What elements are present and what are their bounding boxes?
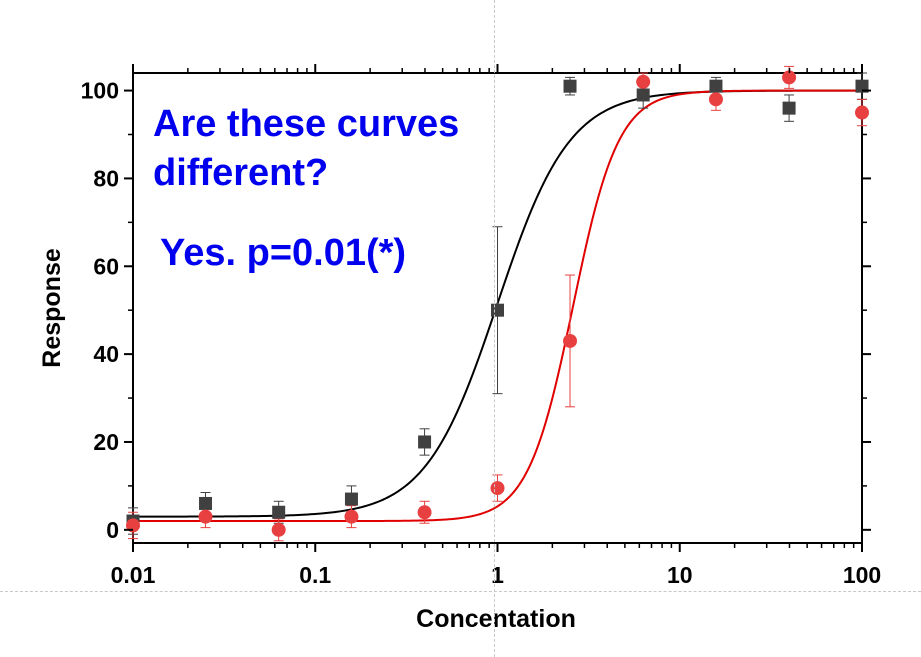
data-point-circle xyxy=(344,509,359,524)
fit-curve-series-2 xyxy=(133,89,862,523)
data-point-circle xyxy=(855,105,869,120)
annotation-answer: Yes. p=0.01(*) xyxy=(160,232,406,274)
annotation-question-line1: Are these curves xyxy=(153,103,459,145)
y-tick-label: 40 xyxy=(93,341,119,367)
y-tick-label: 100 xyxy=(81,78,119,104)
data-point-circle xyxy=(563,333,578,348)
axis-ticks: 0.01 0.1 1 10 100 0 20 40 60 80 100 xyxy=(81,64,881,588)
y-tick-label: 0 xyxy=(106,517,119,543)
data-point-square xyxy=(855,79,869,93)
x-axis-label: Concentation xyxy=(416,605,576,633)
data-point-square xyxy=(418,435,432,449)
data-point-square xyxy=(491,303,504,317)
x-tick-label: 1 xyxy=(491,562,504,588)
x-tick-label: 100 xyxy=(843,562,881,588)
data-point-circle xyxy=(271,522,286,537)
x-tick-label: 0.01 xyxy=(111,562,156,588)
data-point-circle xyxy=(708,92,723,107)
y-axis-label: Response xyxy=(38,248,66,368)
data-point-square xyxy=(636,88,650,102)
y-tick-label: 20 xyxy=(93,429,119,455)
data-point-square xyxy=(563,79,577,93)
data-point-circle xyxy=(417,505,432,520)
data-point-square xyxy=(782,101,796,115)
data-point-circle xyxy=(490,481,505,496)
annotation-question-line2: different? xyxy=(153,152,328,194)
y-tick-label: 80 xyxy=(93,165,119,191)
data-points xyxy=(126,70,869,537)
y-tick-label: 60 xyxy=(93,253,119,279)
data-point-circle xyxy=(782,70,797,85)
x-tick-label: 0.1 xyxy=(299,562,331,588)
data-point-square xyxy=(272,505,286,519)
data-point-square xyxy=(709,79,723,93)
data-point-circle xyxy=(198,509,213,524)
data-point-square xyxy=(199,496,213,510)
x-tick-label: 10 xyxy=(667,562,693,588)
data-point-square xyxy=(344,492,358,506)
data-point-circle xyxy=(636,74,651,89)
